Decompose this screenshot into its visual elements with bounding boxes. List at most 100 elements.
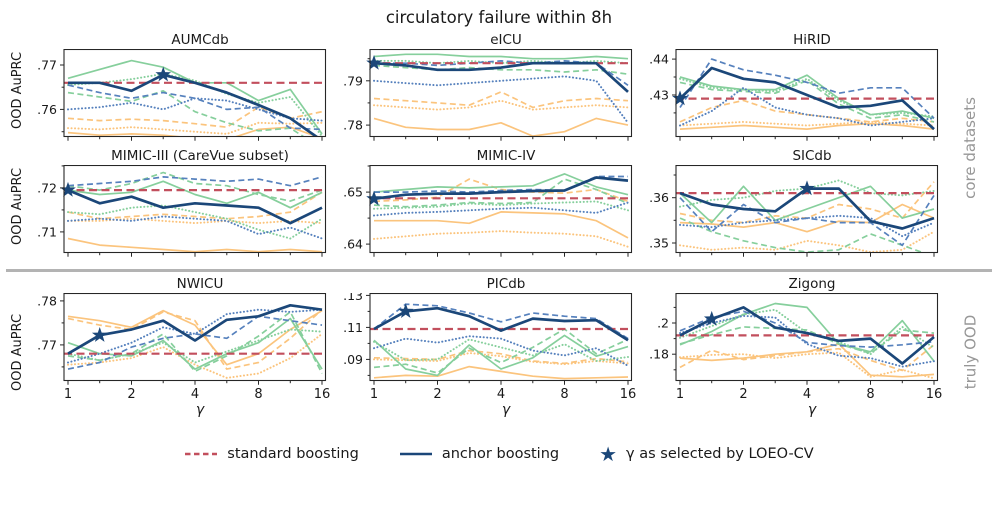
svg-text:16: 16 — [314, 387, 330, 402]
plot-area: .44 .43 — [642, 49, 948, 145]
series-orange-dashed — [373, 91, 629, 109]
svg-text:.2: .2 — [657, 316, 669, 331]
svg-text:.78: .78 — [37, 293, 57, 308]
series-blue-dotted — [373, 335, 629, 367]
svg-text:.11: .11 — [343, 320, 363, 335]
svg-text:8: 8 — [560, 387, 568, 402]
y-axis-ticks — [60, 300, 64, 368]
svg-text:.77: .77 — [37, 337, 57, 352]
plot-area: .36 .35 — [642, 165, 948, 261]
svg-text:1: 1 — [64, 387, 72, 402]
anchor-boosting-line — [68, 73, 319, 137]
y-axis-ticks — [366, 58, 370, 126]
svg-text:.71: .71 — [37, 224, 57, 239]
series-green-dashed — [373, 328, 629, 374]
solid-line-icon — [399, 452, 432, 456]
group-label-core-datasets: core datasets — [948, 32, 992, 264]
svg-text:.35: .35 — [649, 236, 669, 251]
y-tick-labels: .72 .71 — [37, 180, 57, 239]
figure-title: circulatory failure within 8h — [385, 8, 613, 27]
series-green-dashed — [373, 64, 629, 76]
anchor-boosting-line — [373, 176, 629, 201]
panel-zigong: Zigong .2 .18 1 2 4 8 16 γ — [642, 276, 948, 428]
y-axis-ticks — [366, 165, 370, 245]
series-green-solid — [679, 185, 935, 224]
x-axis-ticks — [373, 380, 629, 385]
panel-title: Zigong — [788, 276, 836, 292]
panel-title: MIMIC-IV — [476, 148, 536, 164]
series-orange-solid — [679, 343, 935, 378]
plot-area: .78 .77 1 2 4 8 16 — [30, 293, 336, 403]
svg-text:.76: .76 — [37, 102, 57, 117]
background-series — [64, 303, 326, 379]
series-green-solid — [679, 74, 935, 120]
series-blue-dashed — [373, 303, 629, 340]
loeo-star-marker — [91, 327, 108, 342]
y-tick-labels: .44 .43 — [649, 52, 669, 103]
plot-area: .79 .78 — [336, 49, 642, 145]
panel-sicdb: SICdb .36 .35 — [642, 148, 948, 264]
y-tick-labels: .79 .78 — [343, 73, 363, 132]
loeo-star-marker — [397, 303, 414, 319]
y-axis-label-text: OOD AuPRC — [10, 167, 26, 245]
svg-text:2: 2 — [127, 387, 135, 402]
svg-text:4: 4 — [191, 387, 199, 402]
series-blue-dotted — [67, 308, 323, 364]
series-orange-solid — [679, 122, 935, 130]
svg-text:.09: .09 — [343, 352, 363, 367]
group-label-text: truly OOD — [961, 314, 979, 390]
series-blue-dashed — [374, 60, 629, 86]
series-orange-solid — [373, 365, 629, 380]
group-label-text: core datasets — [961, 97, 980, 199]
plot-area: .13 .11 .09 1 2 4 8 16 — [336, 293, 642, 403]
panel-nwicu: NWICU .78 .77 1 2 4 8 16 γ — [30, 276, 336, 428]
svg-text:.72: .72 — [37, 180, 57, 195]
svg-text:1: 1 — [370, 387, 378, 402]
series-blue-dashed — [67, 176, 323, 187]
loeo-star-marker — [672, 90, 688, 106]
background-series — [676, 58, 938, 131]
x-axis-ticks — [67, 136, 323, 141]
x-tick-labels: 1 2 4 8 16 — [676, 387, 942, 402]
series-orange-dashed — [67, 309, 323, 370]
series-green-dotted — [373, 59, 629, 65]
background-series — [676, 302, 938, 380]
x-axis-ticks — [373, 136, 629, 141]
series-green-dotted — [67, 204, 323, 240]
anchor-boosting-line — [679, 306, 935, 365]
series-orange-solid — [67, 126, 320, 137]
series-orange-solid — [67, 237, 323, 253]
background-series — [370, 173, 632, 248]
x-axis-ticks — [679, 380, 935, 385]
svg-text:.44: .44 — [649, 52, 669, 67]
series-orange-dotted — [679, 351, 935, 380]
dashed-line-icon — [185, 452, 218, 456]
loeo-star-marker — [155, 66, 172, 82]
series-orange-solid — [374, 211, 629, 239]
background-series — [64, 59, 326, 137]
series-blue-dotted — [67, 215, 323, 240]
group-label-truly-ood: truly OOD — [948, 276, 992, 428]
panel-title: NWICU — [176, 276, 224, 292]
x-axis-label: γ — [807, 402, 817, 418]
anchor-boosting-line — [373, 306, 629, 342]
panel-hirid: HiRID .44 .43 — [642, 32, 948, 148]
series-orange-dotted — [373, 99, 629, 111]
y-tick-labels: .77 .76 — [37, 58, 57, 117]
y-axis-label-row1: OOD AuPRC — [6, 32, 30, 148]
svg-text:16: 16 — [926, 387, 942, 402]
series-blue-dotted — [679, 214, 935, 238]
series-green-dotted — [67, 328, 323, 364]
panel-picdb: PICdb .13 .11 .09 1 2 4 8 16 γ — [336, 276, 642, 428]
series-green-dashed — [67, 89, 305, 137]
x-axis-ticks — [679, 136, 935, 141]
legend-item-anchor-boosting: anchor boosting — [399, 446, 559, 462]
svg-text:.13: .13 — [343, 293, 363, 303]
series-blue-dotted — [679, 86, 935, 127]
panel-title: eICU — [490, 32, 522, 48]
loeo-star-marker — [799, 180, 815, 196]
svg-text:4: 4 — [803, 387, 811, 402]
series-green-dashed — [373, 178, 629, 208]
anchor-boosting-line — [679, 66, 935, 131]
x-tick-labels: 1 2 4 8 16 — [64, 387, 330, 402]
